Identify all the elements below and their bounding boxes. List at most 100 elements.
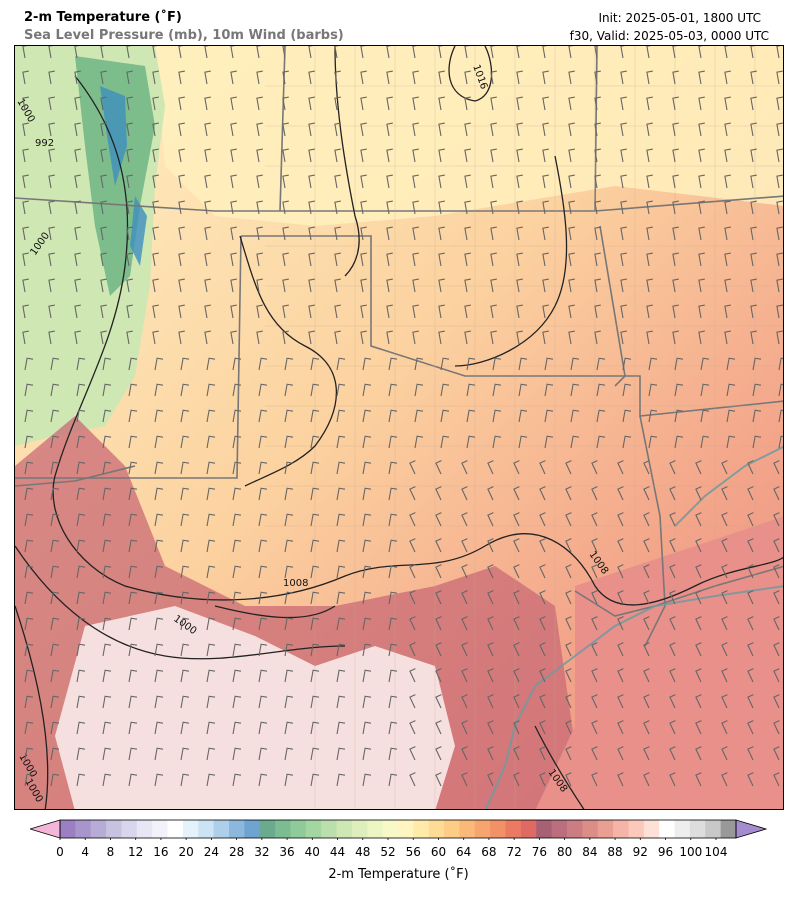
wind-barb [50, 487, 60, 501]
wind-barb [76, 617, 86, 631]
wind-barb [440, 435, 450, 449]
wind-barb [282, 304, 289, 319]
wind-barb [282, 70, 289, 85]
colorbar-cell [106, 820, 122, 838]
wind-barb [591, 486, 598, 501]
wind-barb [360, 70, 367, 85]
wind-barb [617, 668, 624, 683]
wind-barb [74, 46, 79, 59]
wind-barb [48, 174, 55, 189]
wind-barb [643, 564, 650, 579]
wind-barb [256, 200, 263, 215]
wind-barb [594, 304, 601, 319]
wind-barb [724, 304, 731, 319]
colorbar-tick-label: 56 [405, 845, 421, 859]
wind-barb [461, 460, 468, 475]
wind-barb [490, 252, 497, 267]
wind-barb [568, 174, 575, 189]
colorbar-tick-label: 52 [380, 845, 396, 859]
wind-barb [128, 617, 138, 631]
wind-barb [180, 461, 190, 475]
wind-barb [102, 773, 112, 787]
wind-barb [724, 252, 731, 267]
wind-barb [412, 96, 419, 111]
wind-barb [487, 590, 494, 605]
wind-barb [230, 304, 237, 319]
wind-barb [490, 200, 497, 215]
wind-barb [126, 174, 133, 189]
wind-barb [360, 122, 367, 137]
wind-barb [336, 591, 346, 605]
wind-barb [620, 252, 627, 267]
wind-barb [648, 383, 658, 397]
wind-barb [492, 409, 502, 423]
wind-barb [570, 357, 580, 371]
wind-barb [617, 486, 624, 501]
wind-barb [412, 174, 419, 189]
wind-barb [695, 486, 702, 501]
wind-barb [388, 539, 398, 553]
wind-barb [22, 278, 29, 293]
wind-barb [490, 122, 497, 137]
wind-barb [258, 487, 268, 501]
wind-barb [591, 538, 598, 553]
wind-barb [126, 304, 133, 319]
wind-barb [178, 304, 185, 319]
wind-barb [362, 617, 372, 631]
wind-barb [487, 642, 494, 657]
wind-barb [620, 226, 627, 241]
wind-barb [74, 252, 81, 267]
wind-barb [232, 747, 242, 761]
wind-barb [126, 278, 133, 293]
wind-barb [646, 330, 653, 345]
wind-barb [48, 96, 55, 111]
wind-barb [409, 564, 416, 579]
wind-barb [258, 461, 268, 475]
wind-barb [594, 278, 601, 293]
wind-barb [282, 122, 289, 137]
wind-barb [310, 487, 320, 501]
wind-barb [617, 746, 624, 761]
wind-barb [516, 70, 523, 85]
wind-barb [50, 591, 60, 605]
wind-barb [622, 409, 632, 423]
wind-barb [773, 694, 780, 709]
wind-barb [620, 70, 627, 85]
wind-barb [747, 564, 754, 579]
wind-barb [466, 383, 476, 397]
wind-barb [102, 513, 112, 527]
colorbar-tick-label: 68 [481, 845, 497, 859]
wind-barb [256, 226, 263, 241]
colorbar-tick-label: 0 [56, 845, 64, 859]
wind-barb [308, 96, 315, 111]
wind-barb [591, 616, 598, 631]
wind-barb [565, 772, 572, 787]
wind-barb [180, 617, 190, 631]
wind-barb [620, 174, 627, 189]
wind-barb [518, 383, 528, 397]
wind-barb [48, 304, 55, 319]
wind-barb [388, 383, 398, 397]
county-grid [265, 46, 783, 809]
wind-barb [204, 200, 211, 215]
wind-barb [48, 226, 55, 241]
wind-barb [516, 226, 523, 241]
wind-barb [336, 669, 346, 683]
wind-barb [360, 330, 367, 345]
wind-barb [128, 539, 138, 553]
wind-barb [154, 383, 164, 397]
wind-barb [50, 643, 60, 657]
wind-barb [126, 96, 133, 111]
wind-barb [490, 174, 497, 189]
wind-barb [178, 200, 185, 215]
wind-barb [22, 122, 29, 137]
wind-barb [492, 383, 502, 397]
wind-barb [435, 538, 442, 553]
wind-barb [336, 409, 346, 423]
wind-barb [461, 720, 468, 735]
wind-barb [721, 720, 728, 735]
colorbar-tick-label: 92 [632, 845, 648, 859]
wind-barb [204, 70, 211, 85]
wind-barb [643, 538, 650, 553]
colorbar-tick-label: 88 [607, 845, 623, 859]
